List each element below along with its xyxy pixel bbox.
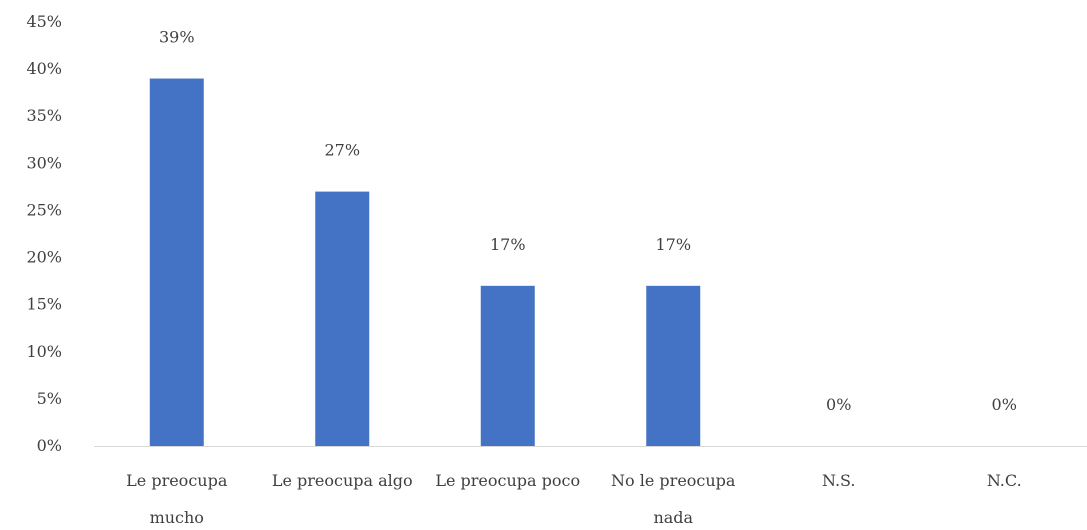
- y-tick-label: 15%: [26, 295, 62, 314]
- bar: [646, 285, 701, 446]
- y-tick-label: 45%: [26, 12, 62, 31]
- x-category-label: N.S.: [822, 471, 856, 490]
- y-tick-label: 0%: [37, 436, 62, 455]
- x-category-label-line: N.S.: [822, 471, 856, 490]
- data-label: 17%: [655, 235, 691, 254]
- y-tick-label: 40%: [26, 59, 62, 78]
- y-tick-label: 10%: [26, 342, 62, 361]
- x-category-label: Le preocupa mucho: [126, 471, 228, 527]
- bars: [149, 78, 701, 447]
- x-category-label: N.C.: [987, 471, 1022, 490]
- x-category-label: No le preocupa nada: [611, 471, 736, 527]
- x-category-label-line: Le preocupa algo: [272, 471, 413, 490]
- y-tick-label: 30%: [26, 153, 62, 172]
- category-labels: Le preocupa mucho Le preocupa algo Le preoc…: [126, 471, 1022, 527]
- x-category-label-line: mucho: [150, 508, 204, 527]
- x-category-label-line: Le preocupa poco: [435, 471, 580, 490]
- x-category-label-line: nada: [653, 508, 693, 527]
- y-axis-ticks: 0% 5% 10% 15% 20% 25% 30% 35% 40% 45%: [26, 12, 62, 455]
- y-tick-label: 20%: [26, 248, 62, 267]
- x-category-label-line: Le preocupa: [126, 471, 228, 490]
- x-category-label: Le preocupa poco: [435, 471, 580, 490]
- x-category-label: Le preocupa algo: [272, 471, 413, 490]
- x-category-label-line: N.C.: [987, 471, 1022, 490]
- data-label: 27%: [324, 141, 360, 160]
- bar: [315, 191, 370, 446]
- bar: [480, 285, 535, 446]
- y-tick-label: 5%: [37, 389, 62, 408]
- data-label: 39%: [159, 28, 195, 47]
- y-tick-label: 35%: [26, 106, 62, 125]
- bar: [149, 78, 204, 447]
- data-label: 0%: [826, 395, 851, 414]
- data-label: 0%: [992, 395, 1017, 414]
- y-tick-label: 25%: [26, 200, 62, 219]
- data-label: 17%: [490, 235, 526, 254]
- x-category-label-line: No le preocupa: [611, 471, 736, 490]
- data-labels: 39% 27% 17% 17% 0% 0%: [159, 28, 1017, 414]
